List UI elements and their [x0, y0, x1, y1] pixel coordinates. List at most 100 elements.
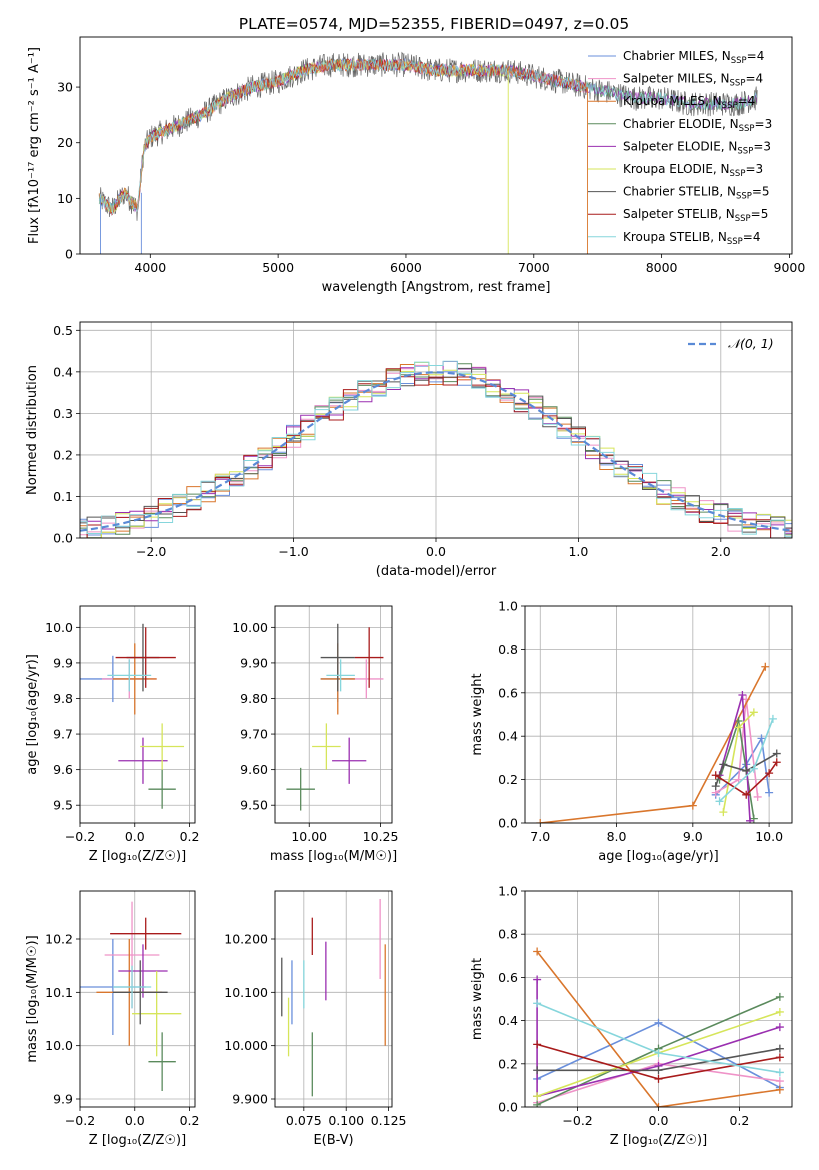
- y-tick-label: 9.9: [53, 1092, 73, 1107]
- y-tick-label: 10.000: [224, 1038, 268, 1053]
- mass_vs_ebv-xlabel: E(B-V): [313, 1133, 353, 1148]
- x-tick-label: −0.2: [65, 1113, 95, 1128]
- spectrum-axes: 4000 5000 6000 7000 8000 9000 0 10 20 30 wavelengt…: [27, 36, 806, 295]
- mass-weight-line: [715, 761, 778, 796]
- legend-label: Salpeter STELIB, NSSP=5: [623, 207, 768, 224]
- mass-weight-marker: [775, 1044, 784, 1053]
- histograms: [80, 360, 792, 538]
- y-tick-label: 0.2: [498, 1056, 518, 1071]
- gaussian-curve: [80, 371, 792, 532]
- mw_vs_age-xlabel: age [log₁₀(age/yr)]: [598, 849, 719, 864]
- mass-weight-marker: [533, 1040, 542, 1049]
- y-tick-label: 0.4: [498, 1013, 518, 1028]
- x-tick-label: 1.0: [568, 544, 588, 559]
- errorbar-point: [132, 971, 182, 1057]
- mw_vs_Z-xlabel: Z [log₁₀(Z/Z☉)]: [610, 1133, 707, 1148]
- y-tick-label: 10: [57, 191, 73, 206]
- mw_vs_Z-axes: −0.2 0.0 0.2 0.0 0.2 0.4 0.6 0.8 1.0 Z [log₁₀(Z/Z…: [470, 884, 793, 1148]
- x-tick-label: 8.0: [607, 829, 627, 844]
- mass-weight-marker: [654, 1066, 663, 1075]
- axes-frame: [274, 890, 393, 1108]
- x-tick-label: 10.00: [291, 829, 327, 844]
- mass_vs_ebv-points: [281, 899, 386, 1097]
- y-tick-label: 1.0: [498, 599, 518, 614]
- mass-weight-marker: [654, 1049, 663, 1057]
- y-tick-label: 0.8: [498, 642, 518, 657]
- y-tick-label: 9.50: [240, 798, 268, 813]
- y-tick-label: 0.6: [498, 970, 518, 985]
- legend-label: Kroupa ELODIE, NSSP=3: [623, 162, 763, 179]
- mass-weight-marker: [719, 760, 728, 769]
- mass-weight-marker: [533, 975, 542, 984]
- mass_vs_Z-points: [80, 901, 182, 1091]
- x-tick-label: 10.0: [755, 829, 783, 844]
- mass-weight-line: [536, 979, 781, 1098]
- spectrum-xlabel: wavelength [Angstrom, rest frame]: [322, 280, 551, 295]
- mass-weight-marker: [775, 1007, 784, 1016]
- legend-label: Chabrier ELODIE, NSSP=3: [623, 117, 772, 134]
- y-tick-label: 9.6: [53, 762, 73, 777]
- spectrum-kroupa-stelib: [98, 58, 758, 215]
- axes-frame: [524, 890, 793, 1108]
- mass-weight-marker: [734, 723, 743, 732]
- errorbar-point: [112, 960, 168, 1025]
- spectrum-salpeter-stelib: [98, 58, 588, 216]
- age_vs_mass-xlabel: mass [log₁₀(M/M☉)]: [270, 849, 397, 864]
- mass-weight-marker: [775, 1023, 784, 1032]
- errorbar-point: [140, 723, 185, 770]
- y-tick-label: 0.2: [498, 772, 518, 787]
- mw_vs_Z-lines: [533, 947, 784, 1107]
- mass-weight-line: [715, 736, 770, 796]
- errorbar-point: [107, 659, 152, 692]
- y-tick-label: 9.900: [232, 1092, 268, 1107]
- y-tick-label: 9.5: [53, 798, 73, 813]
- mw_vs_Z-ylabel: mass weight: [470, 958, 485, 1040]
- x-tick-label: 7.0: [530, 829, 550, 844]
- errorbar-point: [118, 737, 168, 784]
- axes-frame: [524, 605, 793, 824]
- spectrum-kroupa-miles: [98, 58, 588, 215]
- y-tick-label: 0.0: [498, 816, 518, 831]
- mass-weight-marker: [765, 769, 774, 778]
- errorbar-point: [354, 627, 384, 688]
- x-tick-label: 0.100: [328, 1113, 364, 1128]
- errorbar-point: [112, 643, 157, 715]
- x-tick-label: 0.0: [649, 1113, 669, 1128]
- y-tick-label: 9.8: [53, 691, 73, 706]
- residuals-xlabel: (data-model)/error: [376, 564, 497, 579]
- age_vs_Z-points: [80, 623, 185, 809]
- x-tick-label: 0.2: [729, 1113, 749, 1128]
- mass-weight-marker: [738, 690, 747, 699]
- mass-weight-marker: [536, 819, 545, 823]
- axes-frame: [79, 605, 196, 824]
- mass-weight-marker: [746, 816, 755, 823]
- spectrum-lines: [98, 51, 758, 254]
- mass-weight-marker: [775, 1085, 784, 1094]
- mass-weight-marker: [688, 801, 697, 810]
- x-tick-label: 0.0: [125, 1113, 145, 1128]
- x-tick-label: 9000: [774, 260, 806, 275]
- legend-label: Chabrier STELIB, NSSP=5: [623, 185, 770, 202]
- y-tick-label: 9.7: [53, 727, 73, 742]
- mass-weight-marker: [775, 992, 784, 1001]
- spectrum-ylabel: Flux [fλ10⁻¹⁷ erg cm⁻² s⁻¹ A⁻¹]: [27, 47, 42, 244]
- mass-weight-line: [715, 699, 759, 798]
- mass-weight-marker: [757, 734, 766, 743]
- hist-kroupa-stelib: [80, 360, 792, 538]
- age_vs_Z-xlabel: Z [log₁₀(Z/Z☉)]: [89, 849, 186, 864]
- y-tick-label: 10.0: [45, 620, 73, 635]
- y-tick-label: 10.200: [224, 932, 268, 947]
- x-tick-label: 0.2: [180, 1113, 200, 1128]
- mass-weight-marker: [753, 792, 762, 801]
- mass_vs_Z-axes: −0.2 0.0 0.2 9.9 10.0 10.1 10.2 Z [log₁₀(Z/Z☉)]…: [25, 890, 200, 1148]
- mass-weight-marker: [715, 797, 724, 806]
- mass-weight-marker: [742, 790, 751, 799]
- y-tick-label: 9.90: [240, 655, 268, 670]
- y-tick-label: 0: [65, 247, 73, 262]
- axes-frame: [79, 890, 196, 1108]
- spectrum-legend: Chabrier MILES, NSSP=4 Salpeter MILES, NS…: [588, 49, 772, 247]
- errorbar-point: [326, 659, 355, 692]
- axes-frame: [274, 605, 393, 824]
- age_vs_Z-ylabel: age [log₁₀(age/yr)]: [25, 654, 40, 775]
